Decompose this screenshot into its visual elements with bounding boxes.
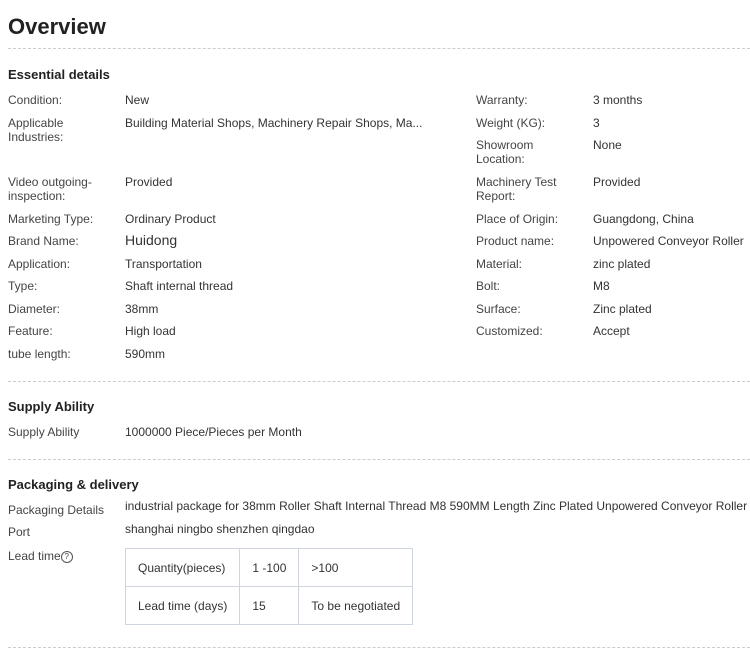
field-value: Transportation	[125, 257, 202, 271]
field-value: Guangdong, China	[593, 212, 694, 226]
field-value: Shaft internal thread	[125, 279, 234, 293]
field-label: Lead time?	[8, 549, 116, 563]
field-label: Weight (KG):	[476, 116, 546, 130]
field-value: Huidong	[125, 232, 178, 248]
field-value: shanghai ningbo shenzhen qingdao	[125, 522, 315, 536]
field-value: Ordinary Product	[125, 212, 216, 226]
field-value: Building Material Shops, Machinery Repai…	[125, 116, 423, 130]
field-value: industrial package for 38mm Roller Shaft…	[125, 499, 750, 513]
divider	[8, 647, 750, 648]
field-label: Applicable Industries:	[8, 116, 64, 144]
page-title: Overview	[8, 14, 106, 39]
field-value: Provided	[125, 175, 173, 189]
field-label: Surface:	[476, 302, 521, 316]
field-label: Place of Origin:	[476, 212, 559, 226]
field-value: 3 months	[593, 93, 643, 107]
field-value: 590mm	[125, 347, 166, 361]
field-value: M8	[593, 279, 610, 293]
field-label: Bolt:	[476, 279, 501, 293]
field-label: Type:	[8, 279, 38, 293]
lead-time-label: Lead time	[8, 549, 61, 563]
table-cell: To be negotiated	[298, 586, 414, 625]
field-label: Material:	[476, 257, 523, 271]
field-value: 1000000 Piece/Pieces per Month	[125, 425, 302, 439]
table-cell: >100	[298, 548, 414, 587]
field-label: Diameter:	[8, 302, 61, 316]
divider	[8, 459, 750, 460]
field-value: High load	[125, 324, 176, 338]
field-label: Brand Name:	[8, 234, 79, 248]
field-label: Packaging Details	[8, 503, 105, 517]
field-value: zinc plated	[593, 257, 651, 271]
divider	[8, 48, 750, 49]
field-value: None	[593, 138, 622, 152]
field-label: Condition:	[8, 93, 63, 107]
table-row: Lead time (days) 15 To be negotiated	[124, 586, 414, 625]
field-value: Zinc plated	[593, 302, 652, 316]
table-cell: Quantity(pieces)	[124, 548, 241, 587]
table-row: Quantity(pieces) 1 -100 >100	[124, 548, 414, 587]
field-value: New	[125, 93, 150, 107]
section-heading: Essential details	[8, 67, 110, 82]
field-label: Marketing Type:	[8, 212, 94, 226]
field-value: 3	[593, 116, 600, 130]
field-label: Supply Ability	[8, 425, 80, 439]
field-value: Unpowered Conveyor Roller	[593, 234, 744, 248]
table-cell: 1 -100	[239, 548, 300, 587]
table-cell: Lead time (days)	[124, 586, 241, 625]
field-label: Warranty:	[476, 93, 528, 107]
field-label: Product name:	[476, 234, 555, 248]
field-label: Showroom Location:	[476, 138, 534, 166]
section-heading: Packaging & delivery	[8, 477, 139, 492]
field-label: tube length:	[8, 347, 71, 361]
field-value: Provided	[593, 175, 641, 189]
field-label: Port	[8, 525, 31, 539]
field-label: Feature:	[8, 324, 53, 338]
divider	[8, 381, 750, 382]
field-value: 38mm	[125, 302, 159, 316]
help-icon[interactable]: ?	[60, 550, 73, 563]
field-label: Machinery Test Report:	[476, 175, 557, 203]
field-label: Application:	[8, 257, 71, 271]
lead-time-table: Quantity(pieces) 1 -100 >100 Lead time (day…	[124, 548, 414, 625]
field-label: Customized:	[476, 324, 543, 338]
table-cell: 15	[239, 586, 300, 625]
section-heading: Supply Ability	[8, 399, 95, 414]
field-label: Video outgoing-inspection:	[8, 175, 92, 203]
field-value: Accept	[593, 324, 630, 338]
